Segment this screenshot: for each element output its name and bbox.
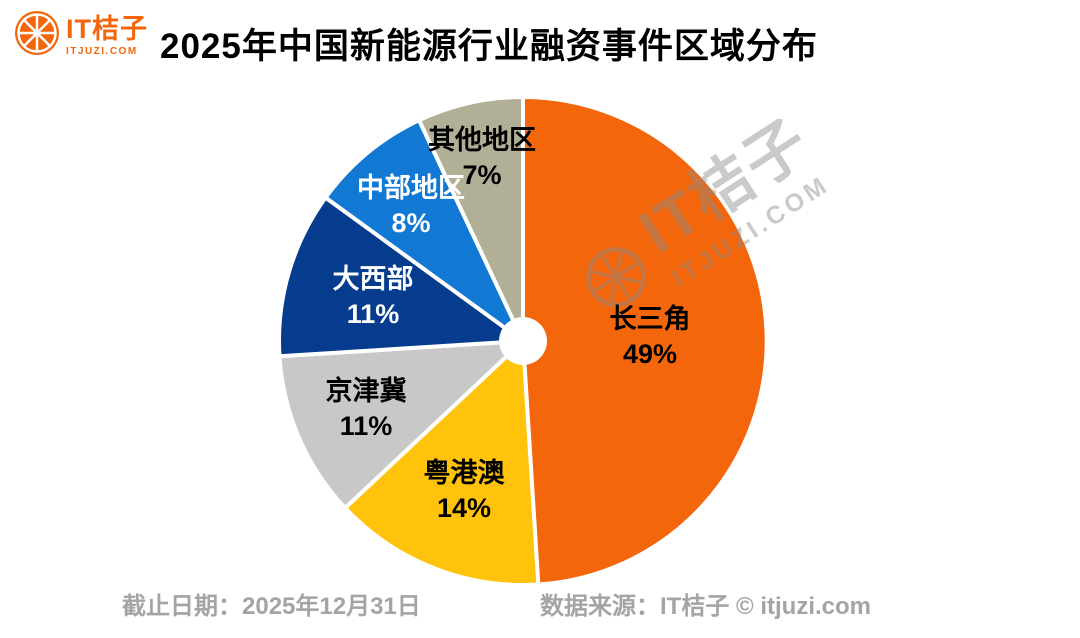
footer: 截止日期：2025年12月31日 数据来源：IT桔子 © itjuzi.com	[0, 586, 1080, 622]
cutoff-date: 截止日期：2025年12月31日	[122, 593, 421, 620]
page-title: 2025年中国新能源行业融资事件区域分布	[160, 27, 818, 66]
orange-fruit-icon	[15, 11, 59, 55]
pie-slice-1	[343, 339, 541, 587]
logo-domain: ITJUZI.COM	[66, 46, 138, 57]
data-source: 数据来源：IT桔子 © itjuzi.com	[540, 593, 872, 620]
pie-slice-5	[417, 94, 525, 343]
pie-slice-4	[323, 118, 525, 343]
logo-name: IT桔子	[66, 14, 148, 44]
header: IT桔子 ITJUZI.COM 2025年中国新能源行业融资事件区域分布	[14, 10, 1070, 69]
logo-text: IT桔子 ITJUZI.COM	[66, 10, 148, 57]
pie-slice-0	[521, 95, 769, 587]
pie-slice-3	[277, 195, 525, 359]
itjuzi-logo: IT桔子 ITJUZI.COM	[14, 10, 148, 57]
pie-slice-2	[277, 339, 525, 510]
pie-center-hole	[499, 317, 547, 365]
